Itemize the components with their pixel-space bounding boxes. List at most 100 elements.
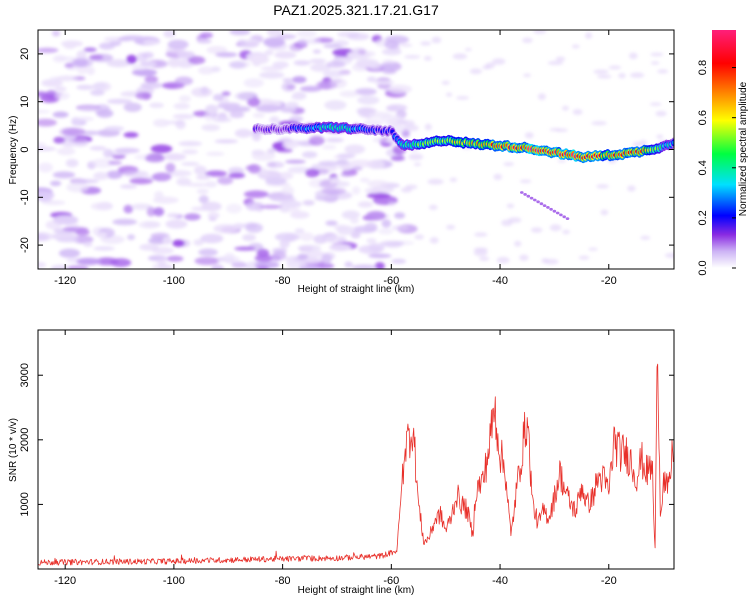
spectrogram-noise-blob bbox=[593, 69, 609, 75]
spectrogram-noise-blob bbox=[224, 252, 235, 261]
spectrogram-ridge bbox=[252, 121, 674, 221]
spectrogram-noise-blob bbox=[388, 201, 396, 206]
spectrogram-noise-blob bbox=[366, 76, 377, 83]
spectrogram-noise-blob bbox=[89, 146, 107, 151]
spectrogram-noise-blob bbox=[632, 141, 642, 147]
spectrogram-noise-blob bbox=[66, 182, 89, 193]
spectrogram-streak bbox=[542, 204, 547, 208]
spectrogram-noise-blob bbox=[290, 211, 310, 219]
spectrogram-noise-blob bbox=[142, 39, 161, 45]
spectrogram-noise-blob bbox=[373, 79, 395, 85]
spectrogram-noise-blob bbox=[310, 63, 331, 72]
spectrogram-noise-blob bbox=[234, 246, 256, 251]
spectrogram-noise-blob bbox=[237, 39, 246, 47]
spectrogram-noise-blob bbox=[344, 261, 353, 268]
x-tick-label: -20 bbox=[601, 275, 617, 287]
spectrogram-noise-blob bbox=[146, 206, 156, 217]
spectrogram-noise-blob bbox=[206, 151, 225, 156]
spectrogram-noise-blob bbox=[247, 97, 261, 107]
spectrogram-noise-blob bbox=[123, 204, 134, 214]
spectrogram-noise-blob bbox=[38, 233, 50, 242]
colorbar-gradient bbox=[712, 30, 736, 268]
x-tick-label: -100 bbox=[163, 575, 185, 587]
colorbar-tick-label: 0.4 bbox=[697, 160, 709, 175]
spectrogram-noise-blob bbox=[344, 144, 366, 155]
spectrogram-noise-blob bbox=[197, 39, 212, 44]
spectrogram-noise-blob bbox=[340, 172, 352, 177]
spectrogram-noise-blob bbox=[650, 52, 664, 57]
spectrogram-noise-blob bbox=[627, 185, 636, 192]
spectrogram-noise-blob bbox=[92, 82, 108, 90]
spectrogram-noise-blob bbox=[354, 88, 377, 96]
spectrogram-noise-blob bbox=[387, 84, 412, 94]
spectrogram-noise-blob bbox=[212, 93, 224, 102]
spectrogram-noise-blob bbox=[201, 124, 220, 132]
spectrogram-noise-blob bbox=[292, 91, 307, 100]
spectrogram-noise-blob bbox=[427, 178, 444, 185]
spectrogram-noise-blob bbox=[165, 219, 188, 229]
spectrogram-streak bbox=[546, 206, 550, 209]
spectrogram-noise-blob bbox=[571, 44, 580, 49]
spectrogram-noise-blob bbox=[172, 239, 185, 247]
spectrogram-noise-blob bbox=[588, 247, 598, 251]
spectrogram-noise-blob bbox=[204, 112, 214, 122]
spectrogram-noise-blob bbox=[394, 212, 406, 219]
spectrogram-noise-blob bbox=[145, 154, 165, 163]
spectrogram-noise-blob bbox=[351, 166, 363, 171]
spectrogram-noise-blob bbox=[38, 47, 59, 53]
y-tick-label: 10 bbox=[19, 96, 31, 108]
spectrogram-noise-blob bbox=[649, 102, 662, 106]
spectrogram-noise-blob bbox=[446, 224, 456, 230]
spectrogram-noise-blob bbox=[201, 201, 222, 212]
spectrogram-noise-blob bbox=[249, 54, 270, 65]
spectrogram-noise-blob bbox=[357, 95, 380, 105]
spectrogram-streak bbox=[526, 194, 531, 198]
spectrogram-noise-blob bbox=[174, 76, 194, 86]
spectrogram-noise-blob bbox=[492, 58, 506, 65]
spectrogram-noise-blob bbox=[305, 250, 325, 258]
spectrogram-noise-blob bbox=[263, 37, 286, 48]
spectrogram-noise-blob bbox=[52, 111, 69, 118]
spectrogram-noise-blob bbox=[287, 166, 312, 174]
spectrogram-noise-blob bbox=[144, 75, 159, 84]
spectrogram-noise-blob bbox=[493, 173, 503, 181]
y-tick-label: 0 bbox=[19, 146, 31, 152]
spectrogram-noise-blob bbox=[297, 253, 309, 260]
spectrogram-streak bbox=[536, 200, 540, 204]
spectrogram-noise-blob bbox=[562, 105, 569, 111]
spectrogram-noise-blob bbox=[329, 243, 352, 252]
spectrogram-y-axis: -20 -10 0 10 20 bbox=[19, 48, 674, 253]
snr-panel: -120 -100 -80 -60 -40 -20 1000 2000 3000 Height… bbox=[8, 329, 675, 596]
spectrogram-noise-blob bbox=[537, 93, 546, 101]
spectrogram-noise-blob bbox=[279, 239, 290, 249]
spectrogram-noise-blob bbox=[282, 78, 294, 83]
spectrogram-noise-blob bbox=[196, 188, 209, 194]
spectrogram-noise-blob bbox=[329, 177, 341, 184]
spectrogram-noise-blob bbox=[106, 59, 131, 68]
spectrogram-noise-blob bbox=[523, 73, 531, 78]
spectrogram-noise-blob bbox=[229, 30, 251, 36]
spectrogram-noise-blob bbox=[38, 142, 47, 147]
spectrogram-noise-blob bbox=[76, 50, 87, 61]
spectrogram-noise-blob bbox=[378, 228, 394, 235]
snr-x-axis: -120 -100 -80 -60 -40 -20 bbox=[54, 330, 617, 587]
spectrogram-noise-blob bbox=[152, 246, 174, 255]
spectrogram-noise-blob bbox=[469, 68, 482, 75]
spectrogram-noise-blob bbox=[38, 162, 53, 173]
snr-y-label: SNR (10 * v/v) bbox=[8, 418, 19, 482]
spectrogram-noise-blob bbox=[206, 46, 228, 54]
spectrogram-streak bbox=[533, 198, 537, 202]
spectrogram-noise-blob bbox=[61, 40, 83, 47]
spectrogram-noise-blob bbox=[385, 105, 399, 112]
spectrogram-noise-blob bbox=[350, 231, 361, 239]
spectrogram-noise-blob bbox=[379, 63, 397, 70]
spectrogram-noise-blob bbox=[56, 147, 76, 156]
spectrogram-noise-blob bbox=[245, 223, 263, 233]
spectrogram-noise-blob bbox=[184, 213, 201, 221]
spectrogram-noise-blob bbox=[259, 71, 285, 79]
spectrogram-noise-blob bbox=[555, 56, 566, 62]
spectrogram-noise-blob bbox=[655, 110, 667, 117]
spectrogram-noise-blob bbox=[296, 30, 317, 38]
spectrogram-noise-blob bbox=[51, 30, 61, 37]
spectrogram-noise-blob bbox=[366, 211, 386, 221]
